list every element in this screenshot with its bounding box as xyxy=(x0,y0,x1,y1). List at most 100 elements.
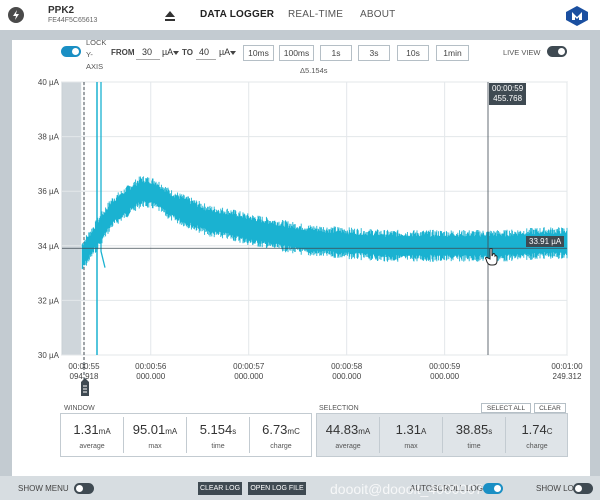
live-view-label: LIVE VIEW xyxy=(503,48,541,57)
clear-selection-button[interactable]: CLEAR xyxy=(534,403,566,413)
stat-divider xyxy=(123,417,124,453)
window-stats-label: WINDOW xyxy=(64,405,95,412)
current-chart[interactable]: 40 µA 38 µA 36 µA 34 µA 32 µA 30 µA 00:00:5509… xyxy=(0,0,600,400)
selection-charge-stat: 1.74C charge xyxy=(506,414,568,456)
stat-divider xyxy=(379,417,380,453)
selection-time-value: 38.85s xyxy=(455,422,493,437)
window-charge-value: 6.73mC xyxy=(262,422,300,437)
delta-time-label: Δ5.154s xyxy=(300,66,328,75)
to-label: TO xyxy=(182,48,193,57)
hand-pointer-icon xyxy=(485,247,499,271)
selection-charge-caption: charge xyxy=(526,443,548,450)
x-tick-label: 00:01:00 xyxy=(551,362,583,371)
selection-max-unit: A xyxy=(420,427,427,436)
cursor-value: 455.768 xyxy=(493,94,523,103)
window-max-stat: 95.01mA max xyxy=(124,414,186,456)
current-waveform xyxy=(81,176,568,270)
x-tick-label: 00:00:56 xyxy=(135,362,167,371)
selection-charge-value: 1.74C xyxy=(521,422,553,437)
window-10s-button[interactable]: 10s xyxy=(397,45,429,61)
show-menu-toggle[interactable] xyxy=(74,483,94,494)
window-10ms-button[interactable]: 10ms xyxy=(243,45,274,61)
from-value-input[interactable]: 30 xyxy=(142,47,153,57)
stat-divider xyxy=(249,417,250,453)
x-tick-label: 00:00:59 xyxy=(429,362,461,371)
selection-max-caption: max xyxy=(404,443,418,450)
open-log-file-button[interactable]: OPEN LOG FILE xyxy=(248,482,306,495)
spike-line xyxy=(100,82,106,268)
selection-stats-label: SELECTION xyxy=(319,405,359,412)
window-charge-caption: charge xyxy=(270,443,292,450)
stat-divider xyxy=(505,417,506,453)
nordic-logo xyxy=(566,6,588,31)
window-time-stat: 5.154s time xyxy=(187,414,249,456)
window-1s-button[interactable]: 1s xyxy=(320,45,352,61)
to-unit-select[interactable]: µA xyxy=(219,47,231,57)
show-log-toggle[interactable] xyxy=(573,483,593,494)
selection-max-value: 1.31A xyxy=(395,422,427,437)
y-tick-label: 32 µA xyxy=(38,296,60,305)
window-average-unit: mA xyxy=(98,427,111,436)
to-unit-chevron-icon[interactable] xyxy=(230,51,236,55)
y-tick-label: 38 µA xyxy=(38,133,60,142)
app-footer: SHOW MENU CLEAR LOG OPEN LOG FILE AUTOSC… xyxy=(0,476,600,500)
autoscroll-log-label: AUTOSCROLL LOG xyxy=(410,484,483,493)
window-max-value: 95.01mA xyxy=(132,422,178,437)
selection-average-stat: 44.83mA average xyxy=(317,414,379,456)
window-3s-button[interactable]: 3s xyxy=(358,45,390,61)
live-view-toggle[interactable] xyxy=(547,46,567,57)
x-tick-sublabel: 000.000 xyxy=(430,372,459,381)
selection-average-caption: average xyxy=(335,443,361,450)
tab-real-time[interactable]: REAL-TIME xyxy=(288,9,344,20)
average-marker-label: 33.91 µA xyxy=(526,236,565,247)
show-log-label: SHOW LOG xyxy=(536,484,581,493)
slider-handle[interactable] xyxy=(80,378,90,403)
lock-y-axis-label: LOCK Y- AXIS xyxy=(86,37,106,73)
device-name: PPK2 xyxy=(48,5,75,16)
window-charge-unit: mC xyxy=(287,427,300,436)
selection-time-stat: 38.85s time xyxy=(443,414,505,456)
tab-data-logger[interactable]: DATA LOGGER xyxy=(200,9,275,20)
window-stats: 1.31mA average 95.01mA max 5.154s time 6.73mC c… xyxy=(60,413,312,457)
x-tick-sublabel: 094.918 xyxy=(70,372,99,381)
window-max-unit: mA xyxy=(165,427,178,436)
selection-average-value: 44.83mA xyxy=(325,422,371,437)
watermark-text: doooit@doooit_4000007 xyxy=(330,481,483,497)
cursor-time: 00:00:59 xyxy=(492,84,524,93)
window-max-caption: max xyxy=(148,443,162,450)
clear-log-button[interactable]: CLEAR LOG xyxy=(198,482,242,495)
stat-divider xyxy=(186,417,187,453)
window-average-value: 1.31mA xyxy=(73,422,111,437)
tab-about[interactable]: ABOUT xyxy=(360,9,396,20)
lock-label-line1: LOCK xyxy=(86,38,107,47)
x-tick-label: 00:00:58 xyxy=(331,362,363,371)
eject-icon[interactable] xyxy=(164,9,176,27)
x-tick-sublabel: 000.000 xyxy=(136,372,165,381)
stat-divider xyxy=(442,417,443,453)
window-100ms-button[interactable]: 100ms xyxy=(279,45,314,61)
y-tick-label: 36 µA xyxy=(38,187,60,196)
from-unit-select[interactable]: µA xyxy=(162,47,174,57)
selection-time-caption: time xyxy=(467,443,481,450)
x-tick-sublabel: 249.312 xyxy=(553,372,582,381)
show-menu-label: SHOW MENU xyxy=(18,484,69,493)
selection-charge-unit: C xyxy=(546,427,553,436)
window-time-value: 5.154s xyxy=(199,422,237,437)
window-average-caption: average xyxy=(79,443,105,450)
selection-max-stat: 1.31A max xyxy=(380,414,442,456)
to-value-input[interactable]: 40 xyxy=(199,47,210,57)
lock-y-axis-toggle[interactable] xyxy=(61,46,81,57)
lock-label-line2: Y- xyxy=(86,50,93,59)
selection-stats: 44.83mA average 1.31A max 38.85s time 1.74C cha… xyxy=(316,413,568,457)
window-1min-button[interactable]: 1min xyxy=(436,45,469,61)
selection-average-unit: mA xyxy=(358,427,371,436)
pre-data-region xyxy=(62,82,82,355)
lock-label-line3: AXIS xyxy=(86,62,104,71)
from-label: FROM xyxy=(111,48,135,57)
x-tick-sublabel: 000.000 xyxy=(234,372,263,381)
plot-frame xyxy=(61,81,568,356)
device-serial: FE44F5C65613 xyxy=(48,17,98,24)
autoscroll-log-toggle[interactable] xyxy=(483,483,503,494)
from-unit-chevron-icon[interactable] xyxy=(173,51,179,55)
select-all-button[interactable]: SELECT ALL xyxy=(481,403,531,413)
